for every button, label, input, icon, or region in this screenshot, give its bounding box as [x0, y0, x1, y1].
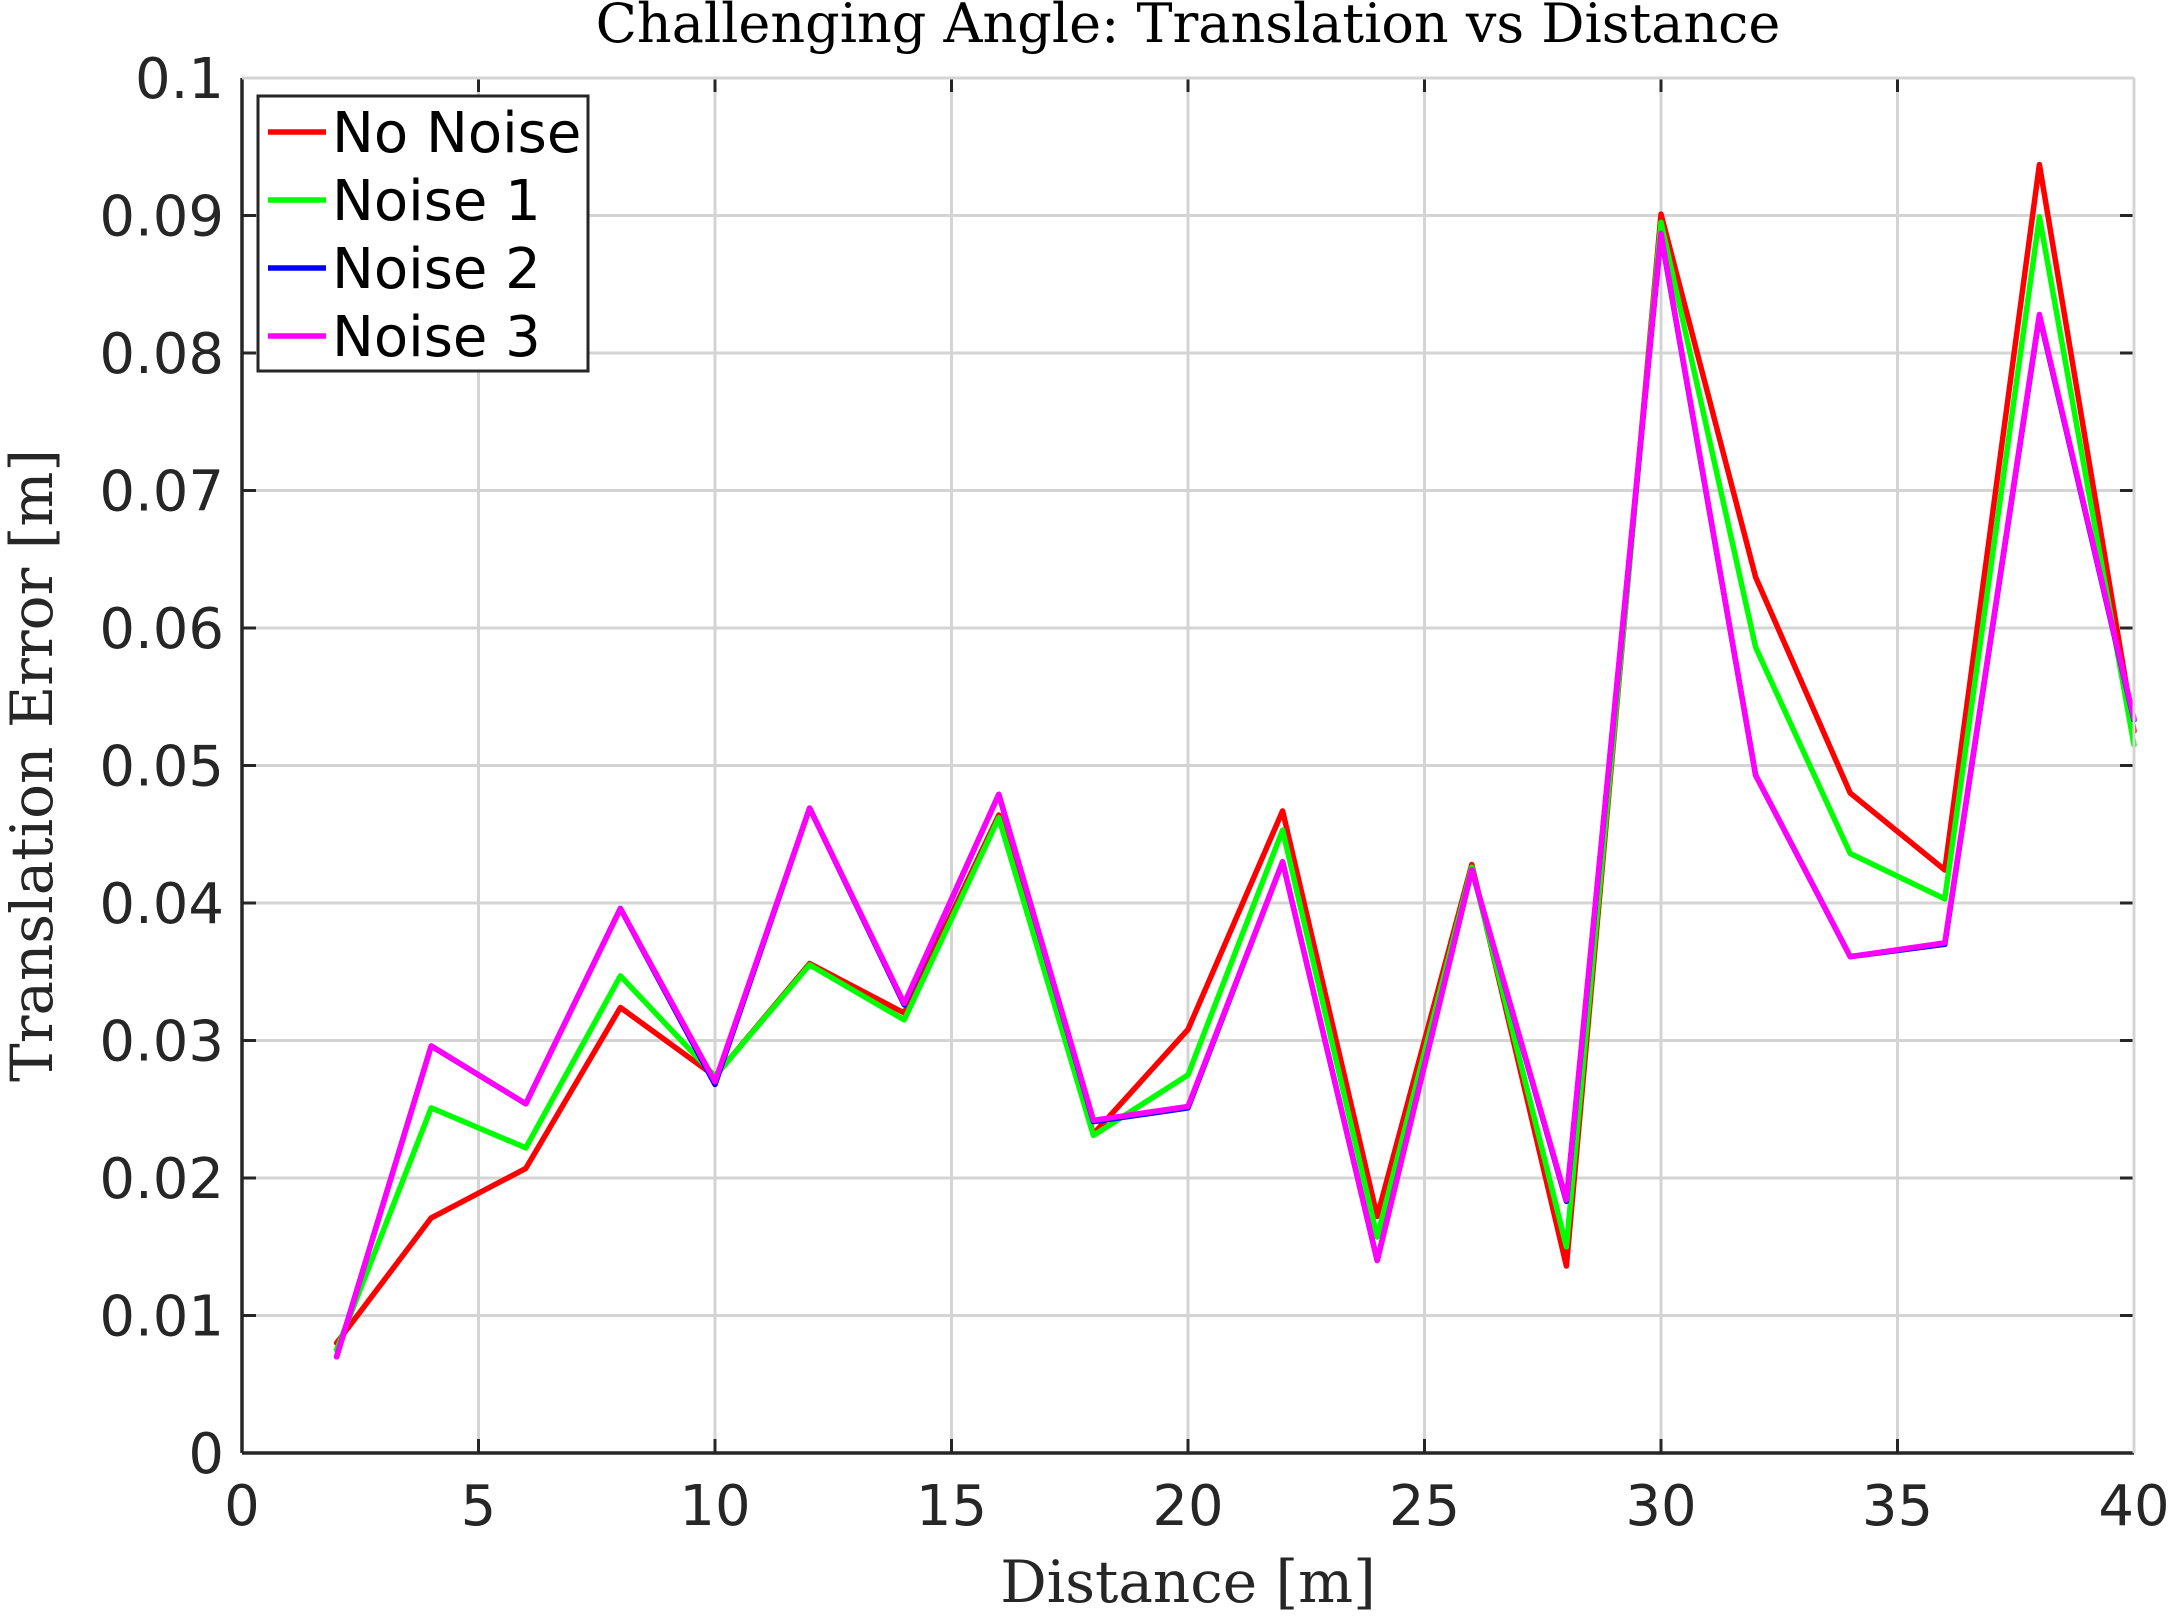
legend-box: [256, 94, 590, 373]
y-tick-label: 0: [188, 1422, 224, 1487]
y-tick-label: 0.03: [99, 1010, 224, 1075]
x-tick-label: 10: [679, 1474, 750, 1539]
y-tick-label: 0.09: [99, 185, 224, 250]
series-line-noise-1: [333, 214, 2137, 1353]
series-line-noise-3: [333, 230, 2137, 1360]
y-tick-label: 0.02: [99, 1147, 224, 1212]
x-tick-label: 40: [2098, 1474, 2169, 1539]
y-tick-label: 0.07: [99, 460, 224, 525]
legend-label: No Noise: [332, 101, 581, 166]
x-tick-label: 0: [224, 1474, 260, 1539]
chart-title: Challenging Angle: Translation vs Distan…: [596, 0, 1781, 55]
axes: [240, 76, 2136, 1455]
y-tick-label: 0.1: [135, 47, 224, 112]
legend-label: Noise 1: [332, 169, 541, 234]
x-tick-label: 25: [1389, 1474, 1460, 1539]
tick-labels: 0 5 10 15 20 25 30 35 40 0 0.01 0.02 0.03 0.04 0.05 0.0…: [99, 47, 2169, 1539]
y-tick-label: 0.04: [99, 872, 224, 937]
legend-label: Noise 3: [332, 305, 541, 370]
x-tick-label: 30: [1625, 1474, 1696, 1539]
y-axis-label: Translation Error [m]: [0, 449, 66, 1082]
x-tick-label: 20: [1152, 1474, 1223, 1539]
y-tick-label: 0.08: [99, 322, 224, 387]
y-tick-label: 0.01: [99, 1285, 224, 1350]
y-tick-label: 0.05: [99, 735, 224, 800]
x-tick-label: 15: [916, 1474, 987, 1539]
x-axis-label: Distance [m]: [1000, 1548, 1376, 1616]
x-tick-label: 5: [461, 1474, 497, 1539]
series-group: [333, 161, 2137, 1360]
y-tick-label: 0.06: [99, 597, 224, 662]
legend-label: Noise 2: [332, 237, 541, 302]
x-tick-label: 35: [1862, 1474, 1933, 1539]
series-line-no-noise: [333, 161, 2137, 1346]
